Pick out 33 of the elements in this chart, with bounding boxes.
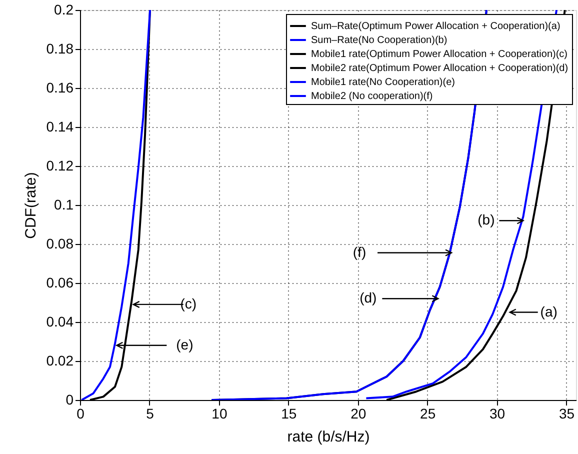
annotation: (d) xyxy=(360,290,377,306)
legend-label: Sum–Rate(Optimum Power Allocation + Cooperation)(a) xyxy=(311,21,560,32)
y-tick-label: 0.06 xyxy=(46,274,74,290)
x-tick-label: 35 xyxy=(558,406,575,422)
x-tick-label: 25 xyxy=(420,406,436,422)
y-tick-label: 0.14 xyxy=(46,118,74,134)
x-tick-label: 20 xyxy=(350,406,366,422)
annotation: (e) xyxy=(176,336,194,352)
legend-label: Mobile2 (No cooperation)(f) xyxy=(311,91,433,102)
x-tick-label: 10 xyxy=(212,406,228,422)
legend-label: Mobile1 rate(No Cooperation)(e) xyxy=(311,77,455,88)
legend-label: Mobile1 rate(Optimum Power Allocation + Cooperation)(c) xyxy=(311,49,568,60)
x-tick-label: 30 xyxy=(490,406,506,422)
y-tick-label: 0.02 xyxy=(46,352,74,368)
y-tick-label: 0.12 xyxy=(46,158,74,174)
y-axis-title: CDF(rate) xyxy=(22,172,40,239)
y-tick-label: 0.2 xyxy=(54,2,74,18)
annotation: (f) xyxy=(352,244,366,260)
annotation: (a) xyxy=(540,303,558,320)
annotation: (c) xyxy=(180,295,197,312)
annotation: (b) xyxy=(478,212,495,228)
y-tick-label: 0 xyxy=(66,392,74,408)
y-tick-label: 0.16 xyxy=(46,80,74,96)
y-tick-label: 0.1 xyxy=(54,196,74,212)
legend-label: Mobile2 rate(Optimum Power Allocation + Cooperation)(d) xyxy=(311,63,568,74)
x-axis-title: rate (b/s/Hz) xyxy=(287,428,370,446)
legend-label: Sum–Rate(No Cooperation)(b) xyxy=(311,35,448,46)
x-tick-label: 15 xyxy=(281,406,297,422)
y-tick-label: 0.18 xyxy=(46,40,74,56)
x-tick-label: 5 xyxy=(146,406,154,422)
y-tick-label: 0.04 xyxy=(46,314,74,330)
x-tick-label: 0 xyxy=(76,406,85,422)
y-tick-label: 0.08 xyxy=(46,236,74,252)
